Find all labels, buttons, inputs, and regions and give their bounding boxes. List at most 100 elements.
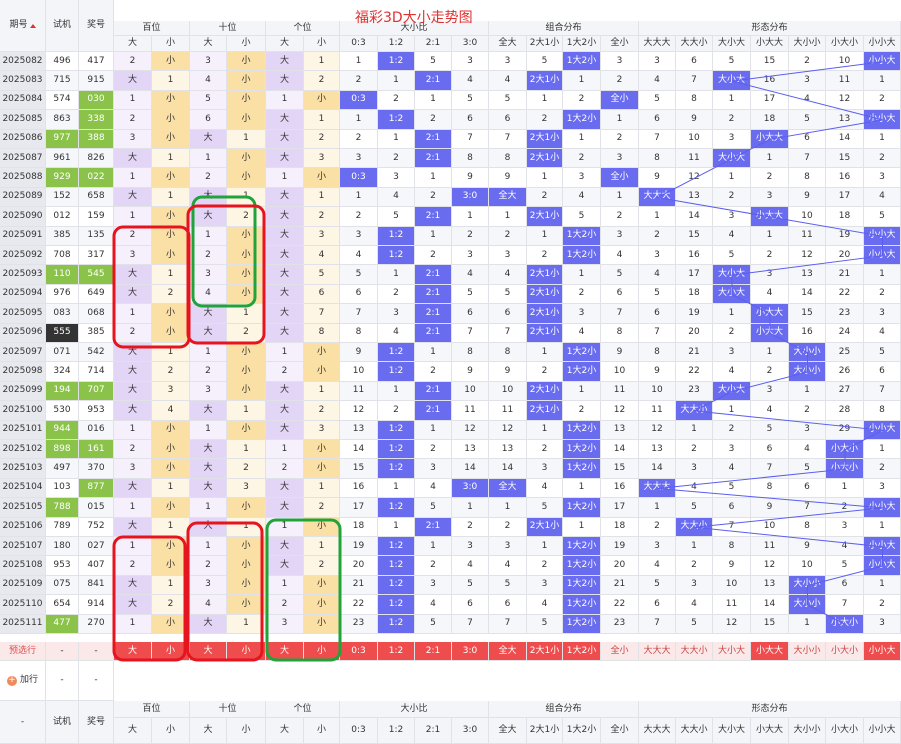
test-number: 555 (46, 323, 79, 343)
miss-count: 5 (415, 614, 452, 634)
miss-count: 2 (527, 246, 563, 266)
hit-cell: 大 (266, 129, 304, 149)
miss-count: 8 (789, 517, 826, 537)
hit-cell: 小 (304, 343, 340, 363)
hit-cell: 大小大 (713, 149, 751, 169)
miss-count: 1 (527, 343, 563, 363)
miss-count: 2 (227, 207, 266, 227)
miss-count: 9 (789, 187, 826, 208)
hit-cell: 大大小 (676, 517, 713, 537)
miss-count: 3 (751, 265, 789, 285)
hit-cell: 2:1 (415, 401, 452, 421)
hit-cell: 大小小 (789, 362, 826, 382)
hit-cell: 大 (266, 401, 304, 421)
hit-cell: 小 (304, 614, 340, 634)
footer-sub-header: 小 (304, 718, 340, 744)
sort-arrow-icon[interactable] (29, 23, 36, 28)
prize-number: 542 (79, 343, 114, 363)
miss-count: 1 (378, 265, 415, 285)
select-toggle[interactable]: 全小 (601, 642, 639, 662)
miss-count: 16 (789, 323, 826, 343)
select-toggle[interactable]: 小大大 (751, 642, 789, 662)
select-toggle[interactable]: 0:3 (340, 642, 378, 662)
miss-count: 3 (864, 168, 901, 188)
miss-count: 1 (190, 226, 227, 246)
miss-count: 7 (489, 614, 527, 634)
add-row-button[interactable]: + 加行 (0, 661, 46, 701)
miss-count: 1 (266, 90, 304, 111)
miss-count: 21 (340, 575, 378, 596)
select-toggle[interactable]: 1大2小 (563, 642, 601, 662)
period-cell: 2025110 (0, 595, 46, 615)
miss-count: 2 (114, 52, 152, 72)
select-toggle[interactable]: 大 (114, 642, 152, 662)
hit-cell: 大大大 (639, 478, 676, 499)
period-cell: 2025085 (0, 110, 46, 130)
select-toggle[interactable]: 大大大 (639, 642, 676, 662)
select-toggle[interactable]: 大 (266, 642, 304, 662)
add-circle-icon[interactable]: + (6, 675, 17, 686)
miss-count: 6 (489, 304, 527, 324)
hit-cell: 2:1 (415, 71, 452, 91)
miss-count: 4 (713, 459, 751, 479)
select-toggle[interactable]: 2:1 (415, 642, 452, 662)
hit-cell: 小 (152, 420, 190, 440)
miss-count: 22 (676, 362, 713, 382)
miss-count: 5 (304, 265, 340, 285)
miss-count: 15 (340, 459, 378, 479)
hit-cell: 2:1 (415, 323, 452, 343)
miss-count: 9 (676, 110, 713, 130)
test-number: 789 (46, 517, 79, 537)
miss-count: 5 (713, 52, 751, 72)
miss-count: 2 (527, 110, 563, 130)
hit-cell: 2大1小 (527, 284, 563, 305)
miss-count: 9 (489, 168, 527, 188)
hit-cell: 大 (190, 478, 227, 499)
select-toggle[interactable]: 小 (227, 642, 266, 662)
footer-sub-header: 2:1 (415, 718, 452, 744)
miss-count: 3 (713, 343, 751, 363)
select-toggle[interactable]: 小 (152, 642, 190, 662)
footer-period: - (0, 701, 46, 744)
select-toggle[interactable]: 大小小 (789, 642, 826, 662)
hit-cell: 2:1 (415, 207, 452, 227)
miss-count: 1 (152, 71, 190, 91)
prize-number: 877 (79, 478, 114, 499)
select-toggle[interactable]: 小 (304, 642, 340, 662)
miss-count: 5 (452, 575, 489, 596)
hit-cell: 小大小 (826, 614, 864, 634)
group-header: 组合分布 (489, 21, 639, 36)
period-header[interactable]: 期号 (0, 0, 46, 52)
hit-cell: 大 (266, 381, 304, 402)
select-toggle[interactable]: 1:2 (378, 642, 415, 662)
add-row-label[interactable]: 加行 (19, 675, 38, 685)
miss-count: 1 (639, 498, 676, 518)
hit-cell: 1:2 (378, 556, 415, 576)
select-toggle[interactable]: 全大 (489, 642, 527, 662)
select-toggle[interactable]: 大小大 (713, 642, 751, 662)
test-number: 715 (46, 71, 79, 91)
hit-cell: 大 (114, 149, 152, 169)
miss-count: 3 (713, 440, 751, 460)
select-toggle[interactable]: 2大1小 (527, 642, 563, 662)
select-toggle[interactable]: 小大小 (826, 642, 864, 662)
miss-count: 8 (340, 323, 378, 343)
miss-count: 6 (789, 478, 826, 499)
hit-cell: 1:2 (378, 52, 415, 72)
period-cell: 2025083 (0, 71, 46, 91)
miss-count: 16 (340, 478, 378, 499)
miss-count: 2 (789, 401, 826, 421)
miss-count: 10 (789, 556, 826, 576)
miss-count: 6 (452, 110, 489, 130)
select-toggle[interactable]: 小小大 (864, 642, 901, 662)
miss-count: 2 (864, 459, 901, 479)
select-toggle[interactable]: 3:0 (452, 642, 489, 662)
miss-count: 3 (378, 304, 415, 324)
miss-count: 2 (639, 517, 676, 537)
hit-cell: 小大大 (751, 129, 789, 149)
select-toggle[interactable]: 大大小 (676, 642, 713, 662)
select-toggle[interactable]: 大 (190, 642, 227, 662)
test-number: 953 (46, 556, 79, 576)
miss-count: 1 (563, 381, 601, 402)
test-number: 708 (46, 246, 79, 266)
